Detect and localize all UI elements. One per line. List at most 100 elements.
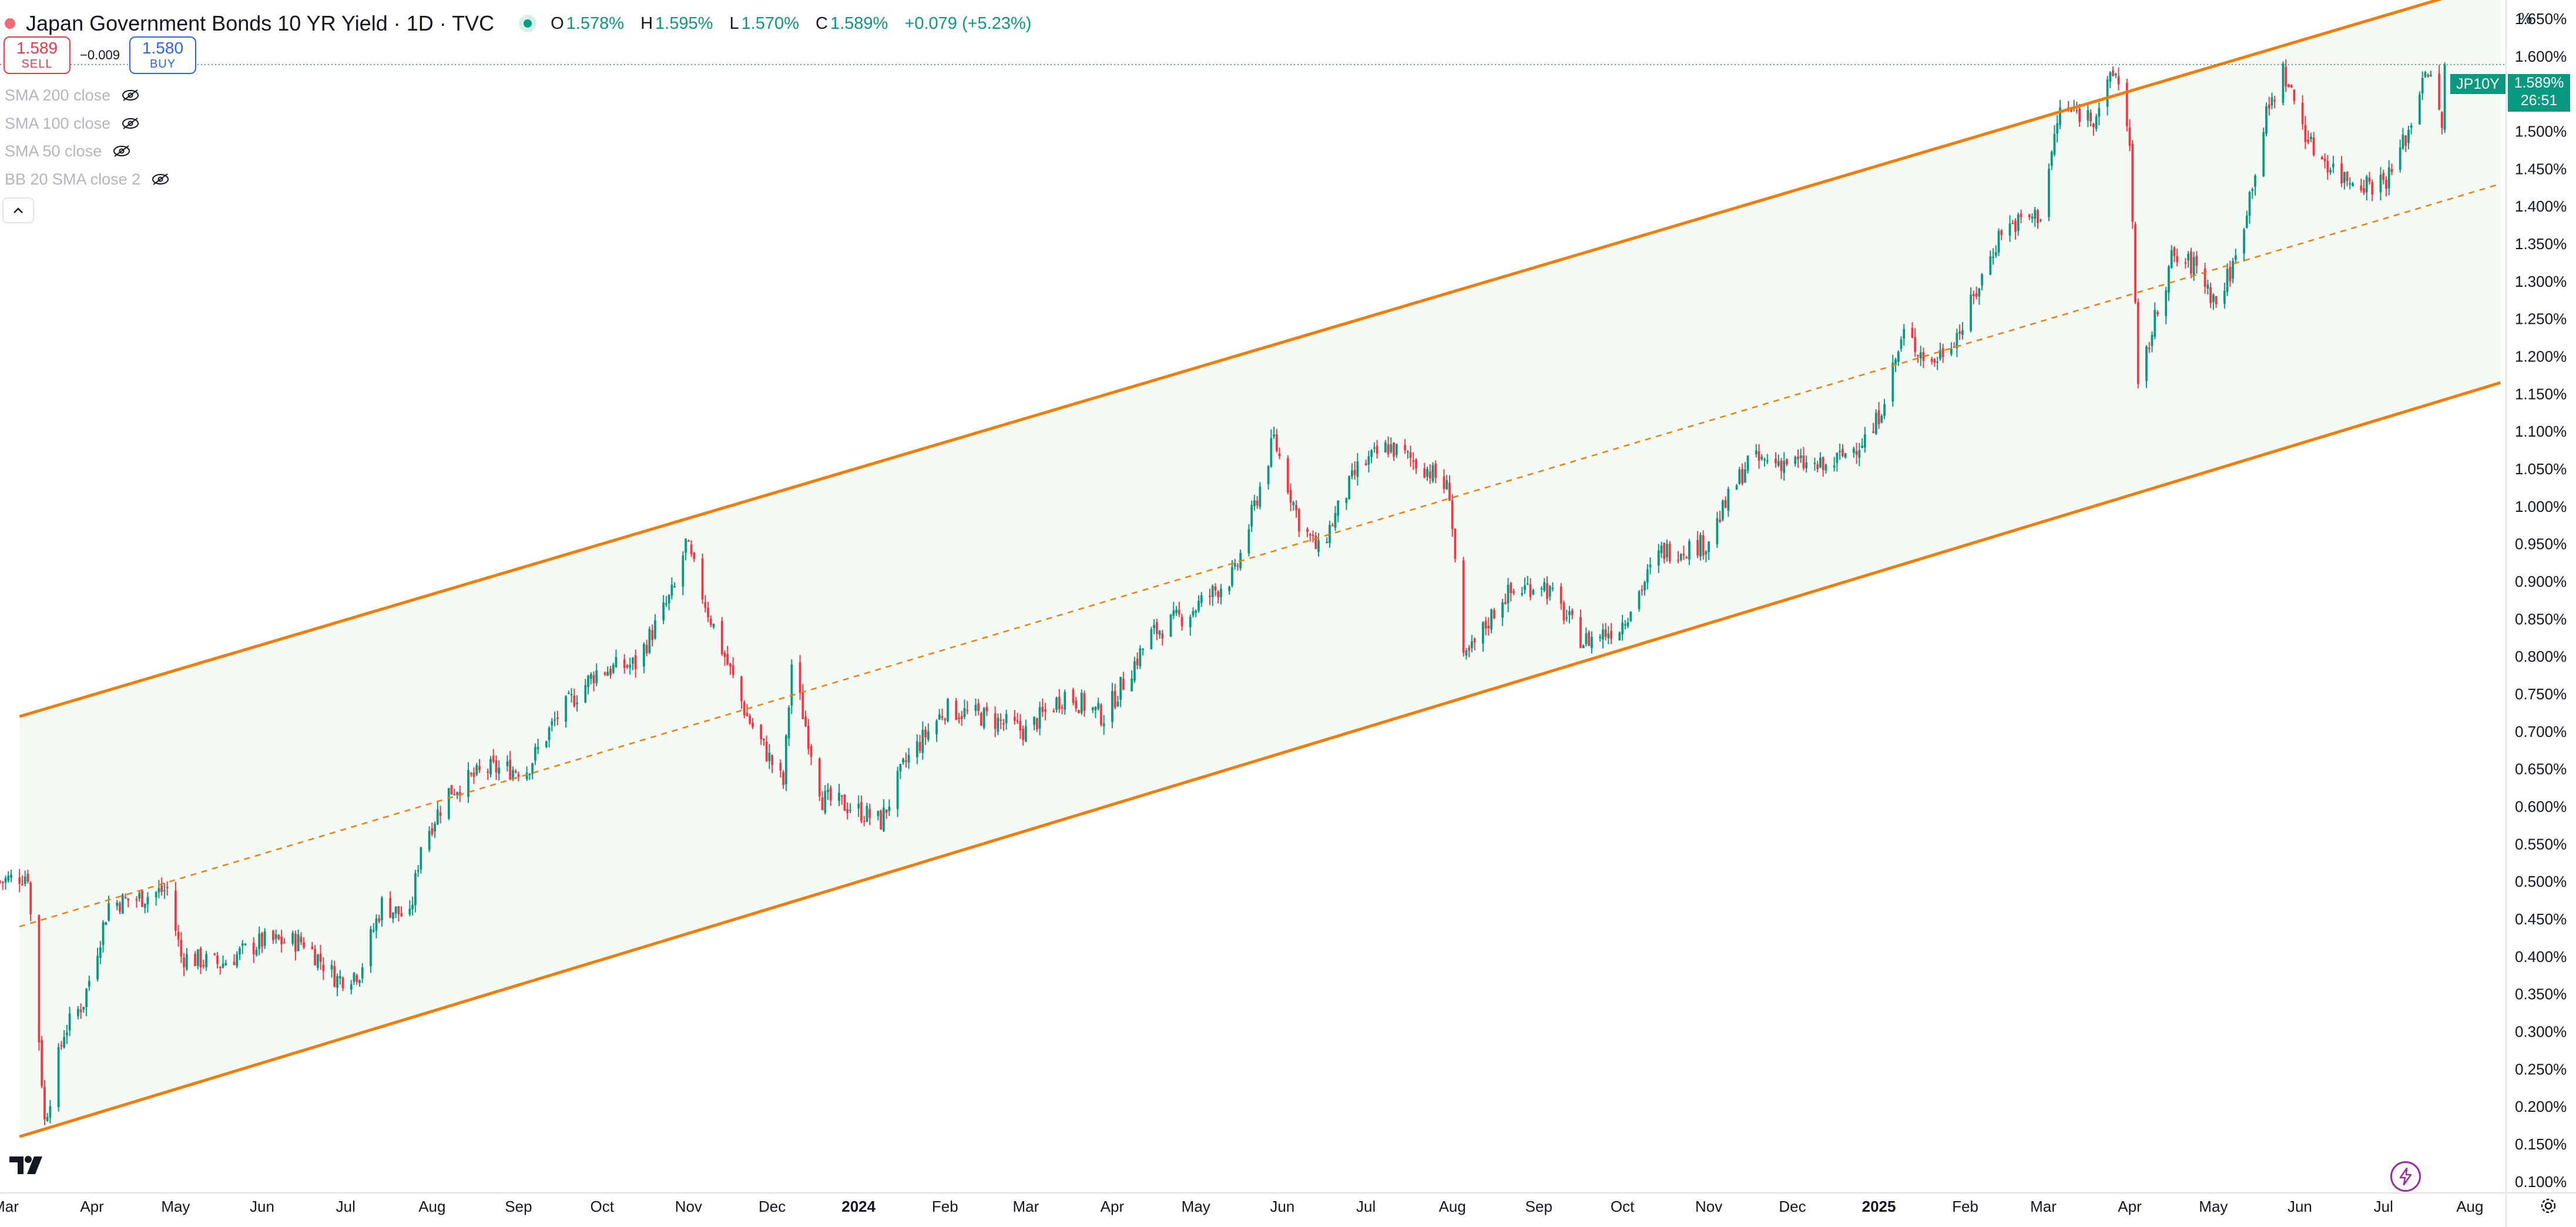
eye-off-icon[interactable] <box>151 173 170 186</box>
candle-body <box>291 933 294 944</box>
candle-body <box>1858 450 1861 458</box>
candle-body <box>573 695 576 706</box>
low-value: 1.570% <box>741 14 799 33</box>
candle-body <box>1565 617 1568 619</box>
candle-body <box>1013 716 1016 721</box>
candle-body <box>2017 214 2020 231</box>
candle-body <box>389 898 392 918</box>
indicator-sma200[interactable]: SMA 200 close <box>5 83 140 107</box>
candle-body <box>236 954 239 967</box>
candle-body <box>2031 216 2034 219</box>
candle-body <box>1178 609 1180 615</box>
candle-body <box>1019 720 1022 731</box>
candle-body <box>358 980 361 983</box>
candle-body <box>1958 331 1961 334</box>
x-tick-label: 2025 <box>1862 1198 1896 1215</box>
candle-body <box>723 652 726 658</box>
buy-button[interactable]: 1.580 BUY <box>129 36 196 74</box>
candle-body <box>1780 460 1783 471</box>
candle-body <box>2410 125 2413 128</box>
channel-middle-line <box>19 183 2501 927</box>
candle-body <box>682 555 685 587</box>
lightning-icon[interactable] <box>2390 1161 2421 1192</box>
candle-body <box>645 645 648 653</box>
candle-body <box>1412 460 1415 462</box>
candle-body <box>63 1037 66 1048</box>
candle-body <box>1822 457 1824 470</box>
collapse-legend-button[interactable] <box>2 197 34 223</box>
candle-body <box>1677 559 1679 561</box>
candle-body <box>2109 72 2112 82</box>
indicator-sma50[interactable]: SMA 50 close <box>5 139 131 163</box>
candle-body <box>1297 509 1300 532</box>
y-tick-label: 0.700% <box>2515 723 2567 740</box>
candle-body <box>124 897 127 899</box>
candle-body <box>280 936 283 944</box>
candle-body <box>1775 458 1777 464</box>
candle-body <box>2206 284 2209 289</box>
candle-body <box>670 585 673 596</box>
candle-body <box>804 716 807 726</box>
candle-body <box>1484 621 1487 629</box>
sell-button[interactable]: 1.589 SELL <box>4 36 71 74</box>
candle-body <box>2215 296 2218 304</box>
eye-off-icon[interactable] <box>121 117 140 130</box>
candle-body <box>1521 593 1524 595</box>
gear-icon[interactable] <box>2538 1196 2558 1216</box>
candle-body <box>980 713 982 726</box>
candle-body <box>1024 726 1027 742</box>
candle-body <box>729 663 732 667</box>
market-status-icon[interactable] <box>519 15 537 32</box>
candle-body <box>1936 361 1939 363</box>
candle-body <box>512 769 514 780</box>
candle-body <box>2156 312 2159 314</box>
candle-body <box>333 966 336 987</box>
candle-body <box>771 755 774 765</box>
eye-off-icon[interactable] <box>121 89 140 102</box>
eye-off-icon[interactable] <box>112 145 131 157</box>
candle-body <box>709 619 712 625</box>
candle-body <box>2168 266 2170 293</box>
symbol-title[interactable]: Japan Government Bonds 10 YR Yield · 1D … <box>26 11 495 35</box>
candle-body <box>1192 611 1195 616</box>
symbol-price-tag: JP10Y <box>2450 74 2505 94</box>
high-key: H <box>640 14 653 33</box>
tradingview-logo-icon[interactable] <box>8 1154 47 1176</box>
candle-body <box>2307 139 2310 142</box>
candle-body <box>397 906 400 914</box>
indicator-bb[interactable]: BB 20 SMA close 2 <box>5 167 170 191</box>
indicator-sma100[interactable]: SMA 100 close <box>5 112 140 135</box>
candle-body <box>1384 442 1387 452</box>
candle-body <box>2039 219 2042 221</box>
candle-body <box>1005 713 1008 723</box>
candle-body <box>255 949 258 956</box>
candle-body <box>414 873 417 906</box>
candle-body <box>311 946 314 949</box>
y-tick-label: 0.400% <box>2515 948 2567 965</box>
candle-body <box>2360 185 2363 190</box>
candle-body <box>1426 469 1428 477</box>
x-tick-label: May <box>2199 1198 2228 1215</box>
candle-body <box>1579 616 1582 648</box>
candle-body <box>1180 616 1183 626</box>
candle-body <box>924 729 927 737</box>
candle-body <box>1738 469 1741 484</box>
candle-body <box>746 712 749 716</box>
candle-body <box>2034 209 2037 219</box>
candle-body <box>685 538 687 553</box>
candle-body <box>517 774 520 777</box>
candle-body <box>1295 505 1297 511</box>
y-tick-label: 0.500% <box>2515 873 2567 890</box>
candle-body <box>2098 108 2101 117</box>
candle-body <box>1961 330 1964 335</box>
x-tick-label: Jul <box>336 1198 355 1215</box>
y-tick-label: 1.650% <box>2515 10 2567 28</box>
candle-body <box>609 669 612 675</box>
candle-body <box>2151 334 2154 346</box>
candle-body <box>1348 475 1351 499</box>
candle-body <box>1649 564 1652 568</box>
symbol-header[interactable]: Japan Government Bonds 10 YR Yield · 1D … <box>5 6 1043 41</box>
candle-body <box>194 954 196 966</box>
candle-body <box>947 699 949 722</box>
